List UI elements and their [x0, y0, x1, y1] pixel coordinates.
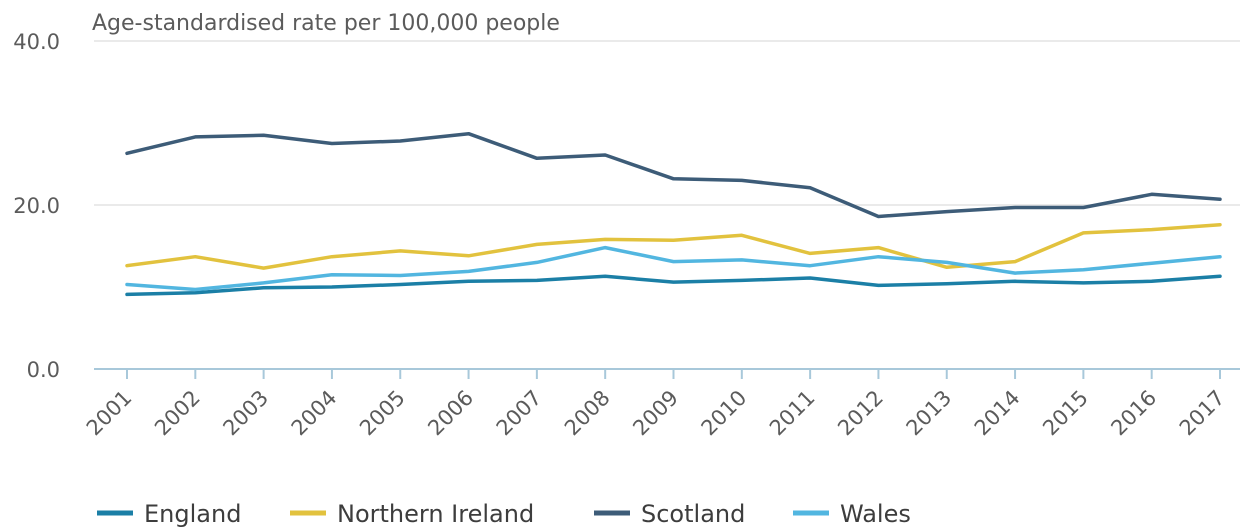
legend-label-scotland: Scotland [641, 500, 745, 528]
series-lines [125, 131, 1222, 297]
x-tick-label: 2016 [1106, 386, 1161, 441]
series-line-northern-ireland [125, 222, 1222, 270]
x-tick-label: 2013 [902, 386, 957, 441]
legend-label-northern-ireland: Northern Ireland [337, 500, 534, 528]
x-tick-label: 2004 [287, 386, 342, 441]
x-axis: 2001 2002 2003 2004 2005 2006 2007 2008 2009 2010… [82, 369, 1230, 440]
y-tick-label: 40.0 [13, 30, 60, 54]
x-tick-label: 2014 [970, 386, 1025, 441]
series-line-scotland [125, 131, 1222, 219]
legend-label-wales: Wales [840, 500, 911, 528]
x-tick-label: 2012 [833, 386, 888, 441]
x-tick-label: 2011 [765, 386, 820, 441]
x-tick-label: 2008 [560, 386, 615, 441]
series-line-wales [125, 245, 1222, 292]
legend: England Northern Ireland Scotland Wales [97, 500, 911, 528]
x-tick-label: 2002 [150, 386, 205, 441]
x-tick-label: 2001 [82, 386, 137, 441]
y-axis-ticks: 0.0 20.0 40.0 [13, 30, 60, 382]
y-tick-label: 0.0 [27, 358, 60, 382]
y-tick-label: 20.0 [13, 194, 60, 218]
series-line-england [125, 274, 1222, 297]
x-tick-label: 2010 [697, 386, 752, 441]
x-tick-label: 2006 [423, 386, 478, 441]
x-tick-label: 2009 [628, 386, 683, 441]
x-tick-label: 2015 [1038, 386, 1093, 441]
x-tick-label: 2007 [492, 386, 547, 441]
x-tick-label: 2005 [355, 386, 410, 441]
gridlines [94, 40, 1240, 370]
x-tick-label: 2003 [218, 386, 273, 441]
legend-label-england: England [144, 500, 241, 528]
x-tick-label: 2017 [1175, 386, 1230, 441]
y-axis-label: Age-standardised rate per 100,000 people [92, 11, 560, 36]
